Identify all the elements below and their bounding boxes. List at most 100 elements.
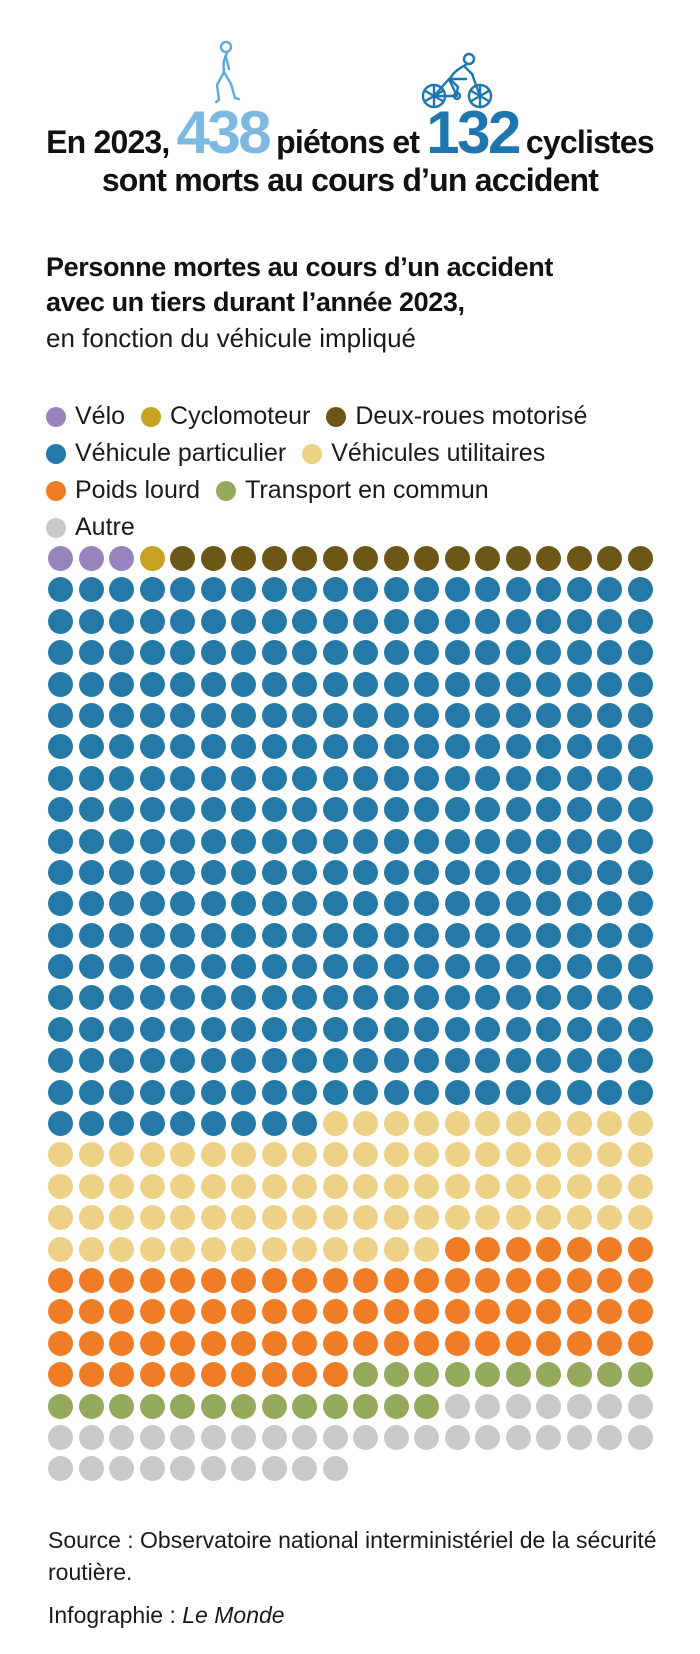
- dot-vehicule-particulier: [597, 954, 622, 980]
- dot-vehicule-particulier: [414, 985, 439, 1011]
- dot-vehicule-particulier: [170, 828, 195, 854]
- dot-vehicule-particulier: [78, 828, 104, 854]
- dot-poids-lourd: [322, 1267, 348, 1293]
- dot-velo: [109, 546, 134, 571]
- dot-autre: [48, 1424, 73, 1450]
- dot-vehicule-particulier: [627, 828, 653, 854]
- dot-vehicule-particulier: [261, 577, 287, 603]
- dot-autre: [322, 1424, 348, 1450]
- dot-vehicule-particulier: [566, 891, 592, 917]
- dot-vehicule-particulier: [566, 922, 592, 948]
- dot-vehicules-utilitaires: [627, 1173, 653, 1199]
- dot-vehicule-particulier: [536, 828, 561, 854]
- dot-vehicule-particulier: [200, 1111, 226, 1137]
- dot-vehicule-particulier: [597, 797, 622, 823]
- dot-poids-lourd: [292, 1330, 317, 1356]
- dot-vehicule-particulier: [231, 828, 256, 854]
- dot-vehicule-particulier: [109, 797, 134, 823]
- dot-vehicules-utilitaires: [566, 1142, 592, 1168]
- dot-vehicule-particulier: [292, 922, 317, 948]
- dot-vehicule-particulier: [597, 1016, 622, 1042]
- dot-vehicule-particulier: [414, 1048, 439, 1074]
- legend-label: Vélo: [75, 402, 126, 430]
- dot-vehicule-particulier: [475, 734, 500, 760]
- headline-line1: En 2023, 438 piétons et 132 cyclistes: [0, 98, 700, 167]
- dot-vehicule-particulier: [78, 671, 104, 697]
- dot-poids-lourd: [536, 1267, 561, 1293]
- dot-vehicule-particulier: [139, 640, 165, 666]
- dot-deux-roues-motorise: [322, 546, 348, 571]
- dot-vehicule-particulier: [597, 608, 622, 634]
- dot-vehicule-particulier: [139, 1079, 165, 1105]
- dot-vehicules-utilitaires: [566, 1111, 592, 1137]
- dot-poids-lourd: [48, 1330, 73, 1356]
- dot-vehicule-particulier: [78, 1016, 104, 1042]
- dot-vehicules-utilitaires: [414, 1111, 439, 1137]
- dot-vehicule-particulier: [383, 577, 409, 603]
- legend-dot-icon: [141, 406, 162, 427]
- dot-poids-lourd: [231, 1362, 256, 1388]
- dot-vehicule-particulier: [231, 1079, 256, 1105]
- dot-vehicule-particulier: [292, 797, 317, 823]
- dot-poids-lourd: [597, 1267, 622, 1293]
- dot-transport-en-commun: [231, 1393, 256, 1419]
- dot-poids-lourd: [231, 1267, 256, 1293]
- dot-transport-en-commun: [139, 1393, 165, 1419]
- headline-suffix: cyclistes: [525, 124, 655, 160]
- dot-deux-roues-motorise: [536, 546, 561, 571]
- dot-deux-roues-motorise: [383, 546, 409, 571]
- dot-vehicules-utilitaires: [231, 1142, 256, 1168]
- dot-vehicules-utilitaires: [292, 1205, 317, 1231]
- dot-vehicule-particulier: [444, 608, 470, 634]
- dot-vehicule-particulier: [78, 765, 104, 791]
- dot-vehicule-particulier: [109, 577, 134, 603]
- dot-vehicules-utilitaires: [78, 1236, 104, 1262]
- dot-vehicules-utilitaires: [170, 1173, 195, 1199]
- dot-vehicules-utilitaires: [48, 1205, 73, 1231]
- dot-vehicules-utilitaires: [48, 1173, 73, 1199]
- dot-vehicule-particulier: [475, 765, 500, 791]
- dot-vehicules-utilitaires: [627, 1205, 653, 1231]
- dot-vehicule-particulier: [597, 640, 622, 666]
- dot-vehicule-particulier: [200, 671, 226, 697]
- dot-autre: [383, 1424, 409, 1450]
- dot-poids-lourd: [566, 1236, 592, 1262]
- dot-vehicule-particulier: [383, 985, 409, 1011]
- dot-vehicules-utilitaires: [353, 1142, 378, 1168]
- legend-row: Vélo Cyclomoteur Deux-roues motorisé: [46, 398, 676, 435]
- dot-autre: [170, 1424, 195, 1450]
- dot-autre: [200, 1456, 226, 1482]
- dot-vehicule-particulier: [78, 797, 104, 823]
- dot-transport-en-commun: [566, 1362, 592, 1388]
- dot-vehicule-particulier: [139, 922, 165, 948]
- dot-vehicule-particulier: [292, 671, 317, 697]
- dot-vehicule-particulier: [139, 1016, 165, 1042]
- dot-deux-roues-motorise: [292, 546, 317, 571]
- dot-vehicule-particulier: [261, 734, 287, 760]
- dot-vehicule-particulier: [292, 1048, 317, 1074]
- dot-transport-en-commun: [383, 1393, 409, 1419]
- dot-vehicule-particulier: [414, 1079, 439, 1105]
- dot-vehicule-particulier: [475, 671, 500, 697]
- dot-autre: [170, 1456, 195, 1482]
- dot-vehicule-particulier: [566, 985, 592, 1011]
- dot-vehicule-particulier: [597, 985, 622, 1011]
- dot-vehicule-particulier: [48, 640, 73, 666]
- dot-autre: [261, 1424, 287, 1450]
- dot-vehicule-particulier: [48, 828, 73, 854]
- dot-vehicule-particulier: [170, 797, 195, 823]
- dot-poids-lourd: [139, 1330, 165, 1356]
- dot-autre: [536, 1393, 561, 1419]
- dot-vehicule-particulier: [353, 702, 378, 728]
- dot-vehicule-particulier: [627, 1048, 653, 1074]
- dot-vehicule-particulier: [505, 1079, 531, 1105]
- dot-vehicule-particulier: [536, 640, 561, 666]
- dot-vehicules-utilitaires: [353, 1205, 378, 1231]
- dot-vehicule-particulier: [627, 891, 653, 917]
- dot-vehicule-particulier: [597, 828, 622, 854]
- dot-vehicule-particulier: [78, 891, 104, 917]
- dot-vehicules-utilitaires: [109, 1236, 134, 1262]
- dot-vehicule-particulier: [48, 1111, 73, 1137]
- dot-poids-lourd: [475, 1299, 500, 1325]
